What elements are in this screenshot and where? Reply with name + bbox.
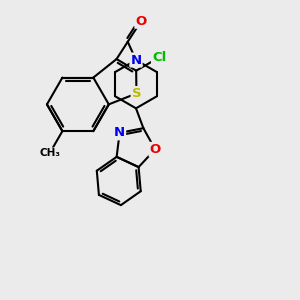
Text: O: O — [135, 15, 147, 28]
Text: CH₃: CH₃ — [39, 148, 60, 158]
Text: Cl: Cl — [152, 51, 166, 64]
Text: O: O — [149, 143, 161, 156]
Text: S: S — [132, 87, 141, 100]
Text: N: N — [130, 53, 142, 67]
Text: N: N — [114, 126, 125, 139]
